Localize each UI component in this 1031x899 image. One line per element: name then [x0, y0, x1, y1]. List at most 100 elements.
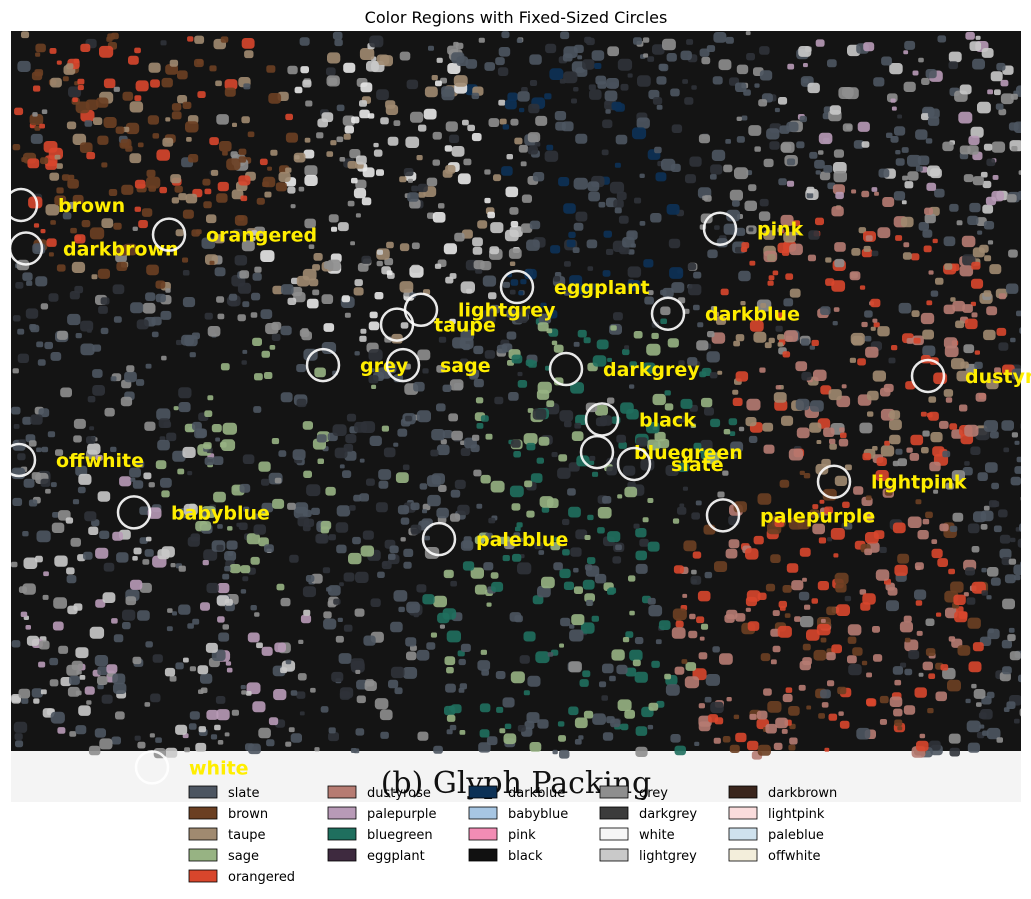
mosaic-glyph — [21, 157, 28, 163]
mosaic-glyph — [386, 270, 393, 276]
mosaic-glyph — [306, 484, 321, 497]
mosaic-glyph — [629, 649, 643, 661]
mosaic-glyph — [568, 661, 582, 673]
mosaic-glyph — [178, 387, 192, 399]
mosaic-glyph — [209, 260, 215, 265]
mosaic-glyph — [673, 565, 684, 574]
mosaic-glyph — [271, 333, 281, 341]
mosaic-glyph — [405, 637, 417, 647]
mosaic-glyph — [156, 149, 170, 161]
mosaic-glyph — [838, 711, 844, 716]
mosaic-glyph — [931, 539, 938, 544]
mosaic-glyph — [297, 516, 310, 527]
mosaic-glyph — [817, 581, 829, 591]
mosaic-glyph — [655, 172, 667, 182]
mosaic-glyph — [818, 537, 827, 544]
mosaic-glyph — [738, 426, 745, 432]
mosaic-glyph — [304, 165, 318, 177]
mosaic-glyph — [383, 447, 396, 458]
mosaic-glyph — [658, 63, 667, 71]
mosaic-glyph — [416, 410, 431, 423]
mosaic-glyph — [354, 421, 368, 433]
mosaic-glyph — [964, 424, 979, 437]
mosaic-glyph — [789, 243, 803, 256]
mosaic-glyph — [14, 107, 24, 116]
mosaic-glyph — [316, 434, 327, 443]
mosaic-glyph — [895, 235, 903, 241]
mosaic-glyph — [674, 666, 685, 675]
mosaic-glyph — [748, 435, 758, 443]
mosaic-glyph — [416, 649, 430, 661]
mosaic-glyph — [224, 732, 230, 737]
mosaic-glyph — [705, 452, 720, 465]
mosaic-glyph — [695, 500, 702, 506]
mosaic-glyph — [172, 450, 186, 462]
mosaic-glyph — [911, 310, 920, 317]
mosaic-glyph — [240, 685, 246, 690]
mosaic-glyph — [635, 528, 647, 538]
mosaic-glyph — [983, 505, 990, 511]
mosaic-glyph — [729, 744, 740, 753]
mosaic-glyph — [777, 625, 792, 638]
mosaic-glyph — [760, 303, 767, 308]
mosaic-glyph — [709, 372, 718, 379]
glyph-packing-image — [11, 31, 1021, 760]
mosaic-glyph — [182, 446, 196, 458]
legend-label-eggplant: eggplant — [367, 849, 425, 864]
mosaic-glyph — [54, 555, 68, 567]
mosaic-glyph — [544, 150, 559, 162]
mosaic-glyph — [599, 415, 613, 426]
mosaic-glyph — [370, 598, 381, 607]
mosaic-glyph — [477, 220, 488, 229]
mosaic-glyph — [518, 144, 528, 153]
mosaic-glyph — [890, 98, 896, 103]
mosaic-glyph — [677, 462, 689, 472]
mosaic-glyph — [652, 97, 663, 105]
mosaic-glyph — [729, 189, 743, 201]
mosaic-glyph — [1007, 634, 1016, 642]
mosaic-glyph — [875, 569, 890, 581]
mosaic-glyph — [31, 71, 43, 81]
mosaic-glyph — [877, 227, 891, 239]
mosaic-glyph — [971, 261, 981, 270]
mosaic-glyph — [292, 449, 306, 460]
mosaic-glyph — [931, 548, 943, 559]
mosaic-glyph — [218, 632, 230, 642]
mosaic-glyph — [80, 43, 91, 52]
mosaic-glyph — [145, 363, 152, 369]
mosaic-glyph — [831, 206, 844, 217]
mosaic-glyph — [162, 137, 174, 147]
mosaic-glyph — [903, 615, 912, 623]
mosaic-glyph — [12, 368, 19, 374]
mosaic-glyph — [986, 306, 998, 316]
mosaic-glyph — [250, 236, 256, 241]
marker-label-slate: slate — [671, 454, 724, 476]
mosaic-glyph — [717, 491, 725, 498]
mosaic-glyph — [595, 75, 607, 85]
mosaic-glyph — [889, 696, 903, 707]
mosaic-glyph — [17, 60, 31, 72]
mosaic-glyph — [21, 31, 30, 39]
mosaic-glyph — [197, 91, 206, 98]
mosaic-glyph — [799, 547, 811, 557]
mosaic-glyph — [360, 328, 367, 334]
mosaic-glyph — [330, 140, 337, 146]
mosaic-glyph — [584, 564, 593, 571]
mosaic-glyph — [139, 537, 148, 544]
mosaic-glyph — [809, 422, 822, 433]
mosaic-glyph — [768, 275, 775, 281]
mosaic-glyph — [943, 337, 958, 349]
mosaic-glyph — [241, 690, 247, 695]
mosaic-glyph — [462, 119, 469, 126]
mosaic-glyph — [951, 470, 965, 482]
mosaic-glyph — [602, 663, 614, 674]
mosaic-glyph — [532, 172, 545, 182]
mosaic-glyph — [169, 675, 177, 682]
mosaic-glyph — [387, 136, 399, 146]
mosaic-glyph — [92, 369, 103, 378]
mosaic-glyph — [926, 300, 933, 306]
mosaic-glyph — [897, 726, 903, 731]
mosaic-glyph — [519, 655, 530, 664]
mosaic-glyph — [897, 458, 907, 467]
mosaic-glyph — [654, 431, 666, 442]
